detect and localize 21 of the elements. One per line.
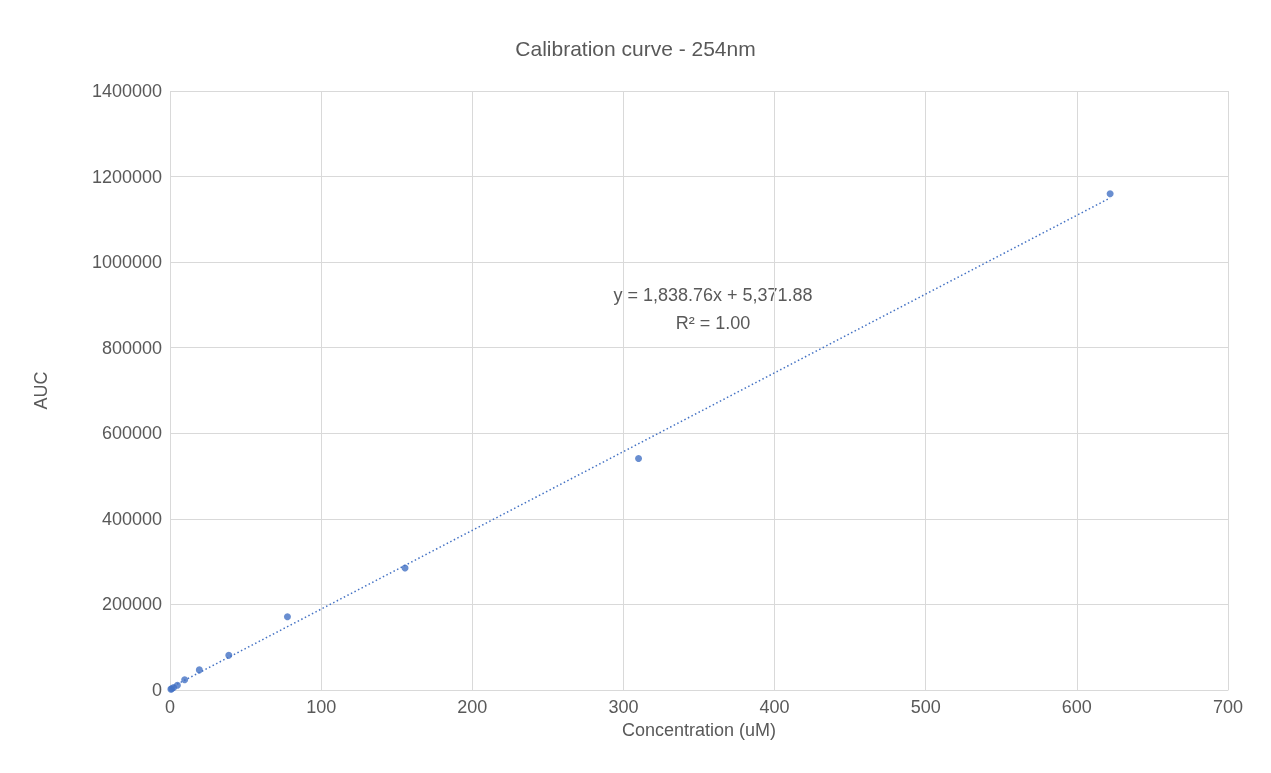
annotation: y = 1,838.76x + 5,371.88 <box>613 285 813 305</box>
x-tick-label: 700 <box>1212 697 1244 717</box>
chart-title: Calibration curve - 254nm <box>515 37 756 60</box>
y-tick-label: 400000 <box>101 508 162 529</box>
x-tick-label: 300 <box>608 697 639 717</box>
y-tick-label: 1200000 <box>91 166 162 187</box>
y-tick-label: 200000 <box>101 594 162 615</box>
x-tick-label: 200 <box>457 697 488 717</box>
y-tick-label: 600000 <box>101 423 162 444</box>
y-tick-label: 1400000 <box>91 81 162 101</box>
annotation: R² = 1.00 <box>675 313 751 333</box>
y-tick-label: 800000 <box>101 337 162 358</box>
y-axis-title: AUC <box>31 371 51 410</box>
x-tick-label: 0 <box>164 697 176 717</box>
y-tick-label: 1000000 <box>91 252 162 273</box>
y-tick-label: 0 <box>151 680 162 700</box>
x-tick-label: 600 <box>1061 697 1092 717</box>
x-axis-title: Concentration (uM) <box>621 719 777 740</box>
x-tick-label: 400 <box>759 697 790 717</box>
x-tick-label: 100 <box>306 697 337 717</box>
x-tick-label: 500 <box>910 697 941 717</box>
